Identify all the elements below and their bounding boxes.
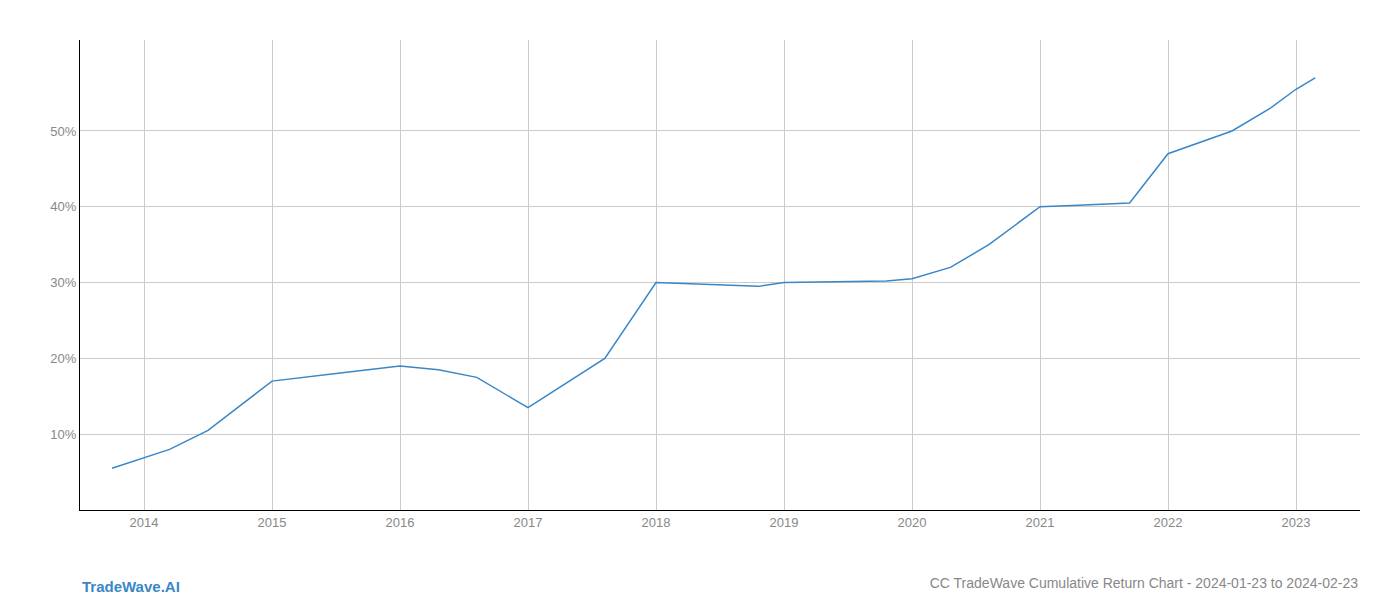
svg-text:40%: 40%: [50, 199, 76, 214]
svg-text:2020: 2020: [898, 515, 927, 530]
svg-text:2019: 2019: [770, 515, 799, 530]
svg-text:2016: 2016: [386, 515, 415, 530]
svg-text:CC TradeWave Cumulative Return: CC TradeWave Cumulative Return Chart - 2…: [930, 575, 1358, 591]
svg-text:20%: 20%: [50, 351, 76, 366]
svg-text:2014: 2014: [130, 515, 159, 530]
svg-text:2015: 2015: [258, 515, 287, 530]
svg-text:2017: 2017: [514, 515, 543, 530]
svg-text:10%: 10%: [50, 427, 76, 442]
svg-text:50%: 50%: [50, 124, 76, 139]
svg-text:2023: 2023: [1282, 515, 1311, 530]
svg-text:2018: 2018: [642, 515, 671, 530]
svg-text:TradeWave.AI: TradeWave.AI: [82, 578, 180, 595]
svg-text:2021: 2021: [1026, 515, 1055, 530]
svg-text:2022: 2022: [1154, 515, 1183, 530]
svg-text:30%: 30%: [50, 275, 76, 290]
